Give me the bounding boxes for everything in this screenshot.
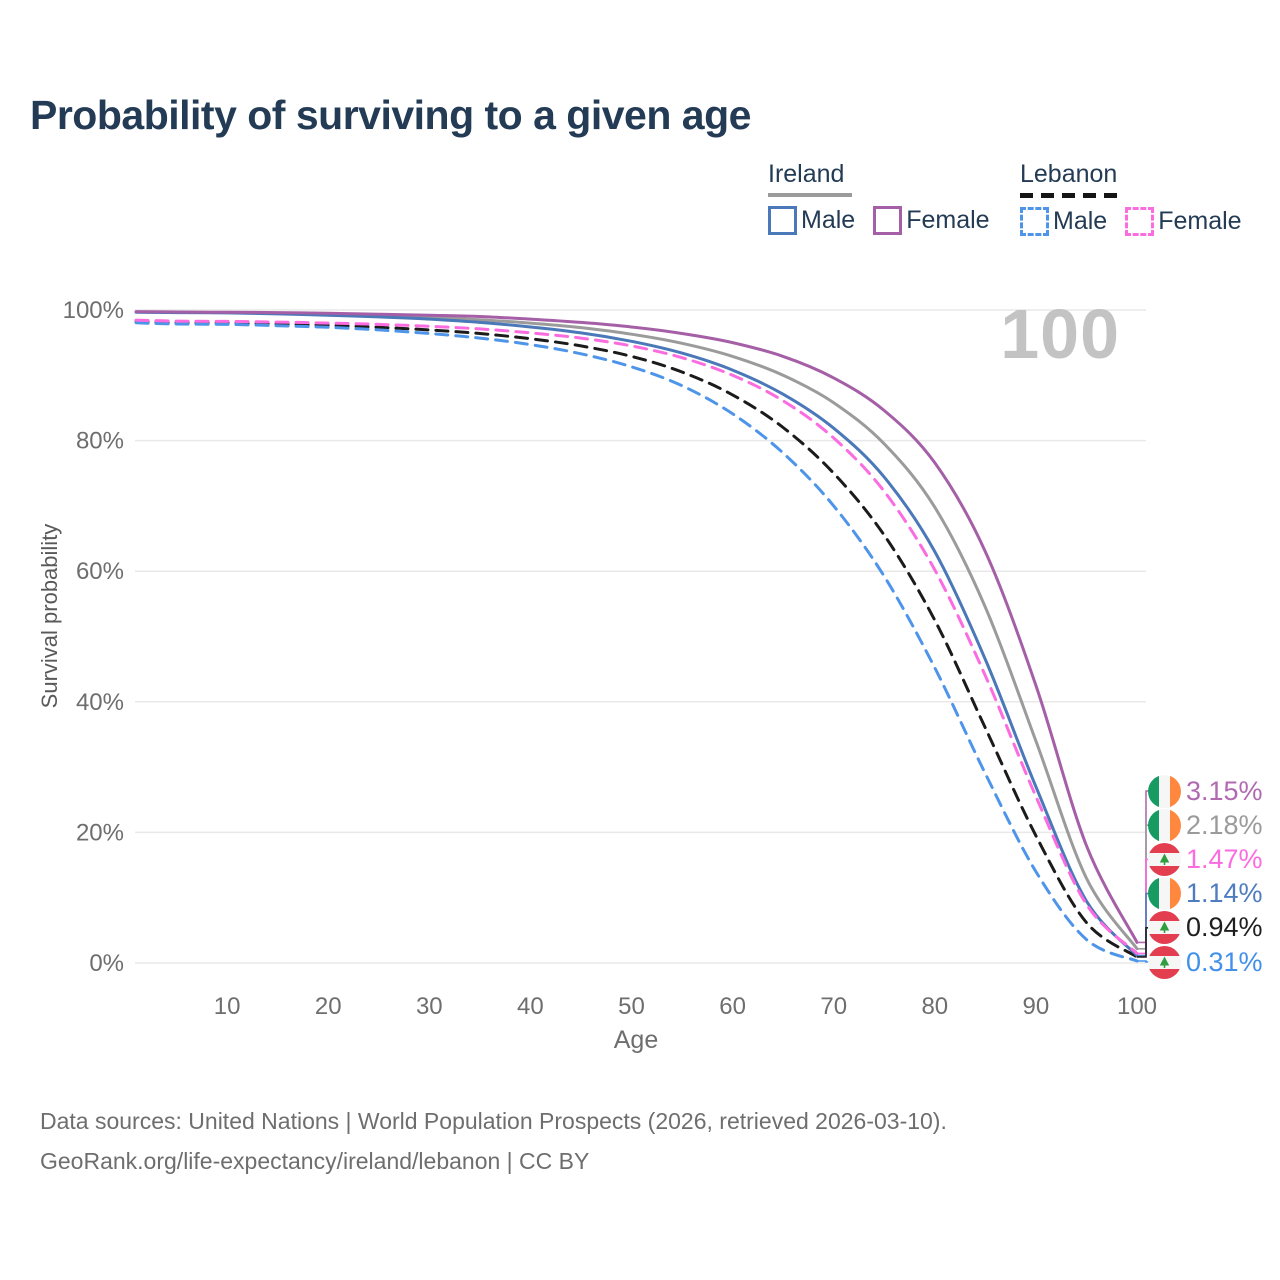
end-label-value: 0.94%: [1186, 912, 1263, 943]
legend-lebanon-line-sample: [1020, 193, 1120, 198]
x-tick-label: 50: [618, 993, 645, 1020]
x-tick-label: 100: [1117, 993, 1157, 1020]
lebanon-female-swatch-icon: [1125, 207, 1155, 236]
series-lebanon-female: [134, 318, 1139, 955]
ireland-female-swatch-icon: [873, 206, 903, 235]
legend-label: Female: [906, 206, 990, 234]
end-label-value: 2.18%: [1186, 809, 1263, 840]
end-label-value: 1.14%: [1186, 878, 1263, 909]
y-tick-label: 60%: [76, 558, 124, 585]
lebanon-flag-icon: [1148, 945, 1181, 979]
x-tick-label: 40: [517, 993, 544, 1020]
end-label-value: 3.15%: [1186, 775, 1263, 806]
end-label-value: 0.31%: [1186, 946, 1263, 977]
series-lebanon-both-sexes: [134, 319, 1139, 959]
legend-label: Male: [1053, 207, 1108, 235]
lebanon-male-swatch-icon: [1020, 207, 1049, 236]
legend-item-ireland-male[interactable]: Male: [768, 206, 855, 235]
legend-item-lebanon-male[interactable]: Male: [1020, 207, 1107, 236]
series-ireland-female: [134, 310, 1139, 944]
footer-attribution: GeoRank.org/life-expectancy/ireland/leba…: [40, 1148, 590, 1174]
end-label-lebanon-male: 0.31%: [1148, 945, 1263, 979]
y-tick-label: 0%: [89, 950, 124, 977]
age-watermark: 100: [1000, 295, 1120, 373]
end-label-ireland-both-sexes: 2.18%: [1148, 808, 1263, 842]
series-lebanon-male: [134, 321, 1139, 963]
end-label-lebanon-both-sexes: 0.94%: [1148, 911, 1263, 945]
x-tick-label: 70: [820, 993, 847, 1020]
page-title: Probability of surviving to a given age: [30, 92, 751, 138]
ireland-male-swatch-icon: [768, 206, 797, 235]
end-label-value: 1.47%: [1186, 843, 1263, 874]
series-ireland-both-sexes: [134, 310, 1139, 951]
x-axis-label: Age: [613, 1026, 659, 1054]
x-tick-label: 60: [719, 993, 746, 1020]
legend-country-ireland: Ireland: [768, 160, 845, 188]
y-tick-label: 20%: [76, 819, 124, 846]
x-tick-label: 30: [416, 993, 443, 1020]
legend-label: Female: [1158, 207, 1242, 235]
end-label-ireland-female: 3.15%: [1148, 774, 1263, 808]
ireland-flag-icon: [1148, 877, 1181, 911]
x-tick-label: 20: [315, 993, 342, 1020]
y-tick-label: 80%: [76, 428, 124, 455]
legend-group-ireland: Ireland Male Female: [768, 160, 1008, 235]
end-label-ireland-male: 1.14%: [1148, 877, 1263, 911]
lebanon-flag-icon: [1148, 911, 1181, 945]
y-tick-label: 40%: [76, 689, 124, 716]
x-tick-label: 90: [1023, 993, 1050, 1020]
ireland-flag-icon: [1148, 774, 1181, 808]
legend-ireland-line-sample: [768, 193, 852, 197]
legend-item-lebanon-female[interactable]: Female: [1125, 207, 1242, 236]
footer-sources: Data sources: United Nations | World Pop…: [40, 1108, 947, 1134]
series-ireland-male: [134, 310, 1139, 958]
y-axis-label: Survival probability: [37, 523, 62, 709]
legend-country-lebanon: Lebanon: [1020, 160, 1118, 188]
x-tick-label: 10: [214, 993, 241, 1020]
lebanon-flag-icon: [1148, 842, 1181, 876]
y-tick-label: 100%: [63, 297, 124, 324]
legend-item-ireland-female[interactable]: Female: [873, 206, 990, 235]
legend-group-lebanon: Lebanon Male Female: [1020, 160, 1260, 236]
legend-label: Male: [801, 206, 856, 234]
end-label-lebanon-female: 1.47%: [1148, 842, 1263, 876]
x-tick-label: 80: [921, 993, 948, 1020]
ireland-flag-icon: [1148, 808, 1181, 842]
